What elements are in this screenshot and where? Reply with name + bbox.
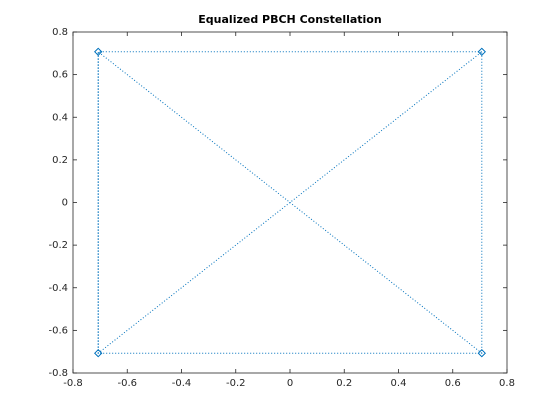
x-tick-label: -0.8 bbox=[63, 378, 83, 389]
y-tick-label: 0.6 bbox=[52, 70, 68, 81]
x-tick-label: -0.6 bbox=[117, 378, 137, 389]
y-tick-label: -0.2 bbox=[48, 240, 68, 251]
x-tick-label: -0.2 bbox=[226, 378, 246, 389]
data-line bbox=[97, 50, 483, 355]
data-point bbox=[477, 349, 486, 358]
x-tick-label: 0.4 bbox=[391, 378, 407, 389]
y-tick-label: -0.8 bbox=[48, 368, 68, 379]
data-point bbox=[94, 47, 103, 56]
data-point bbox=[477, 47, 486, 56]
x-tick-label: -0.4 bbox=[172, 378, 192, 389]
x-tick-label: 0 bbox=[287, 378, 293, 389]
y-tick-label: 0.4 bbox=[52, 112, 68, 123]
y-tick-label: 0 bbox=[62, 198, 68, 209]
x-tick-label: 0.6 bbox=[445, 378, 461, 389]
data-point bbox=[94, 349, 103, 358]
y-tick-label: -0.4 bbox=[48, 283, 68, 294]
x-tick-label: 0.8 bbox=[499, 378, 515, 389]
y-tick-label: 0.8 bbox=[52, 27, 68, 38]
y-tick-label: 0.2 bbox=[52, 155, 68, 166]
chart-title: Equalized PBCH Constellation bbox=[198, 13, 381, 26]
x-tick-label: 0.2 bbox=[336, 378, 352, 389]
y-tick-label: -0.6 bbox=[48, 325, 68, 336]
